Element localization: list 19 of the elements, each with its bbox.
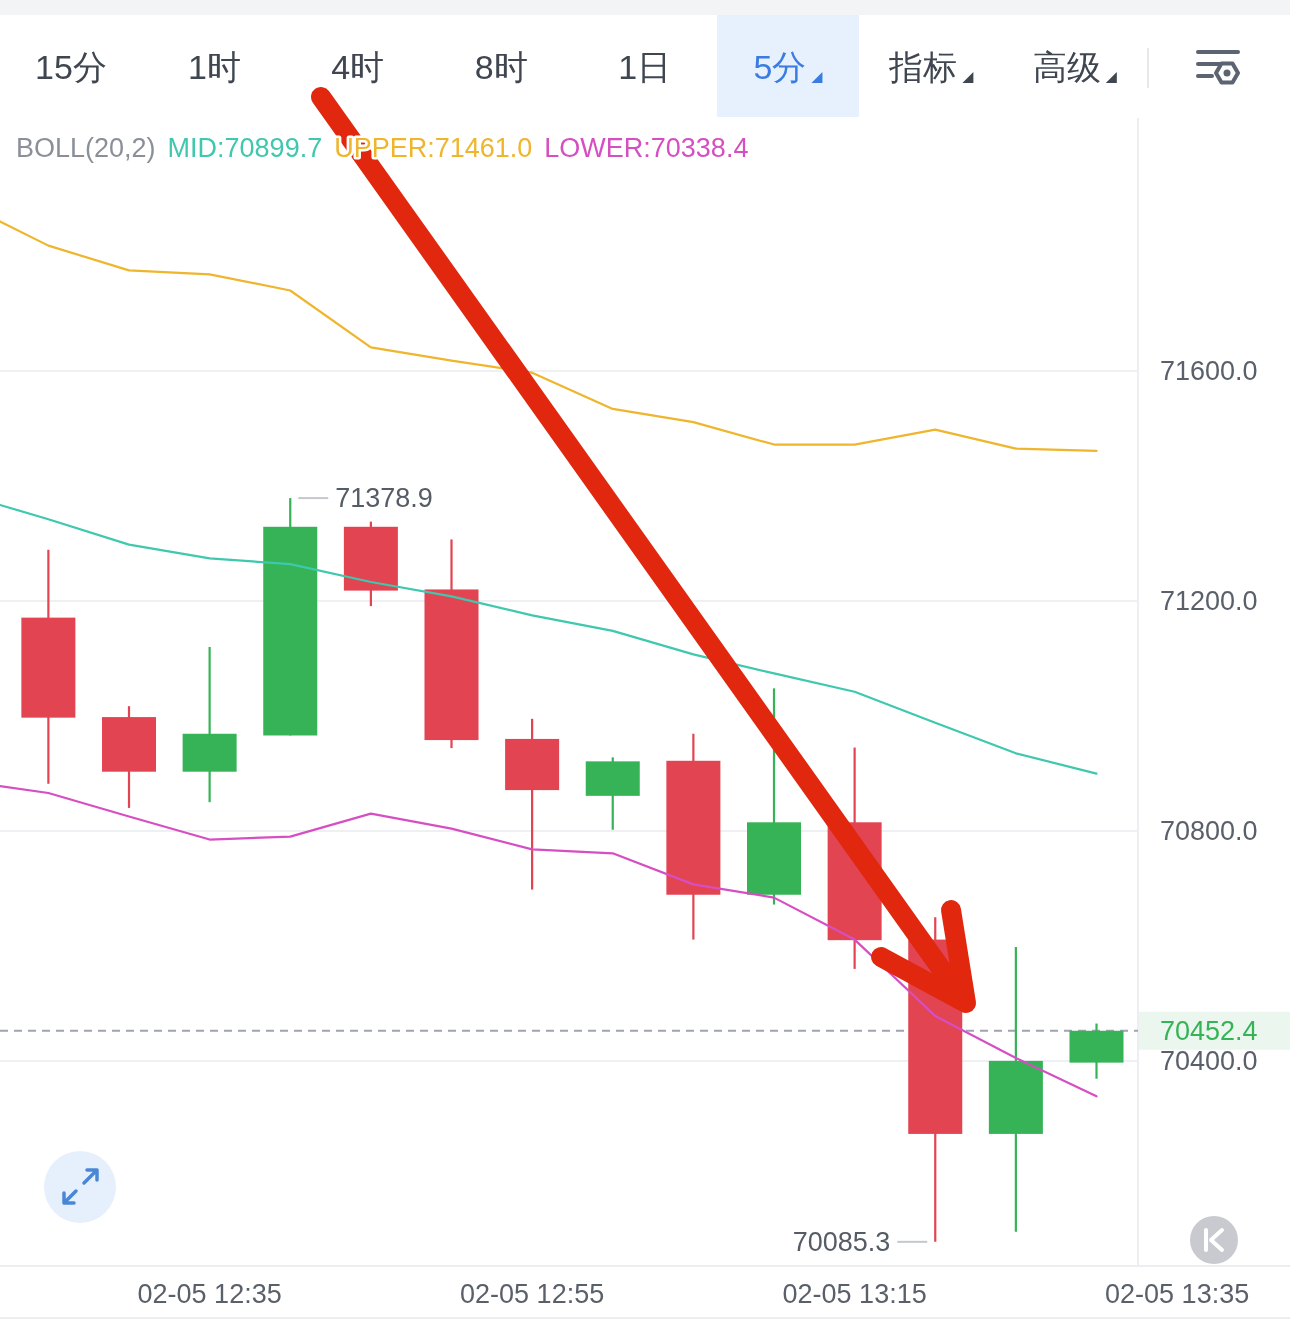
toolbar-tab-label: 5分 (753, 48, 807, 86)
toolbar-tab-label: 高级 (1032, 48, 1101, 86)
toolbar-tab-label: 1日 (618, 48, 672, 86)
toolbar-tab-label: 1时 (187, 48, 241, 86)
annotation: 70452.4 (1160, 1015, 1258, 1046)
y-tick-label: 71200.0 (1160, 585, 1258, 616)
annotation: 71378.9 (335, 483, 433, 514)
toolbar-tab-label: 4时 (331, 48, 385, 86)
annotation: 70085.3 (792, 1226, 891, 1257)
toolbar-tab-label: 8时 (474, 48, 528, 86)
y-tick-label: 71600.0 (1160, 355, 1258, 386)
x-tick-label: 02-05 12:35 (137, 1279, 282, 1309)
x-tick-label: 02-05 13:35 (1105, 1279, 1250, 1309)
toolbar-tab-label: 指标 (889, 48, 958, 86)
y-tick-label: 70400.0 (1160, 1045, 1258, 1076)
y-tick-label: 70800.0 (1160, 815, 1258, 846)
toolbar-tab-label: 15分 (35, 48, 107, 86)
x-tick-label: 02-05 12:55 (460, 1279, 605, 1309)
x-tick-label: 02-05 13:15 (782, 1279, 927, 1309)
